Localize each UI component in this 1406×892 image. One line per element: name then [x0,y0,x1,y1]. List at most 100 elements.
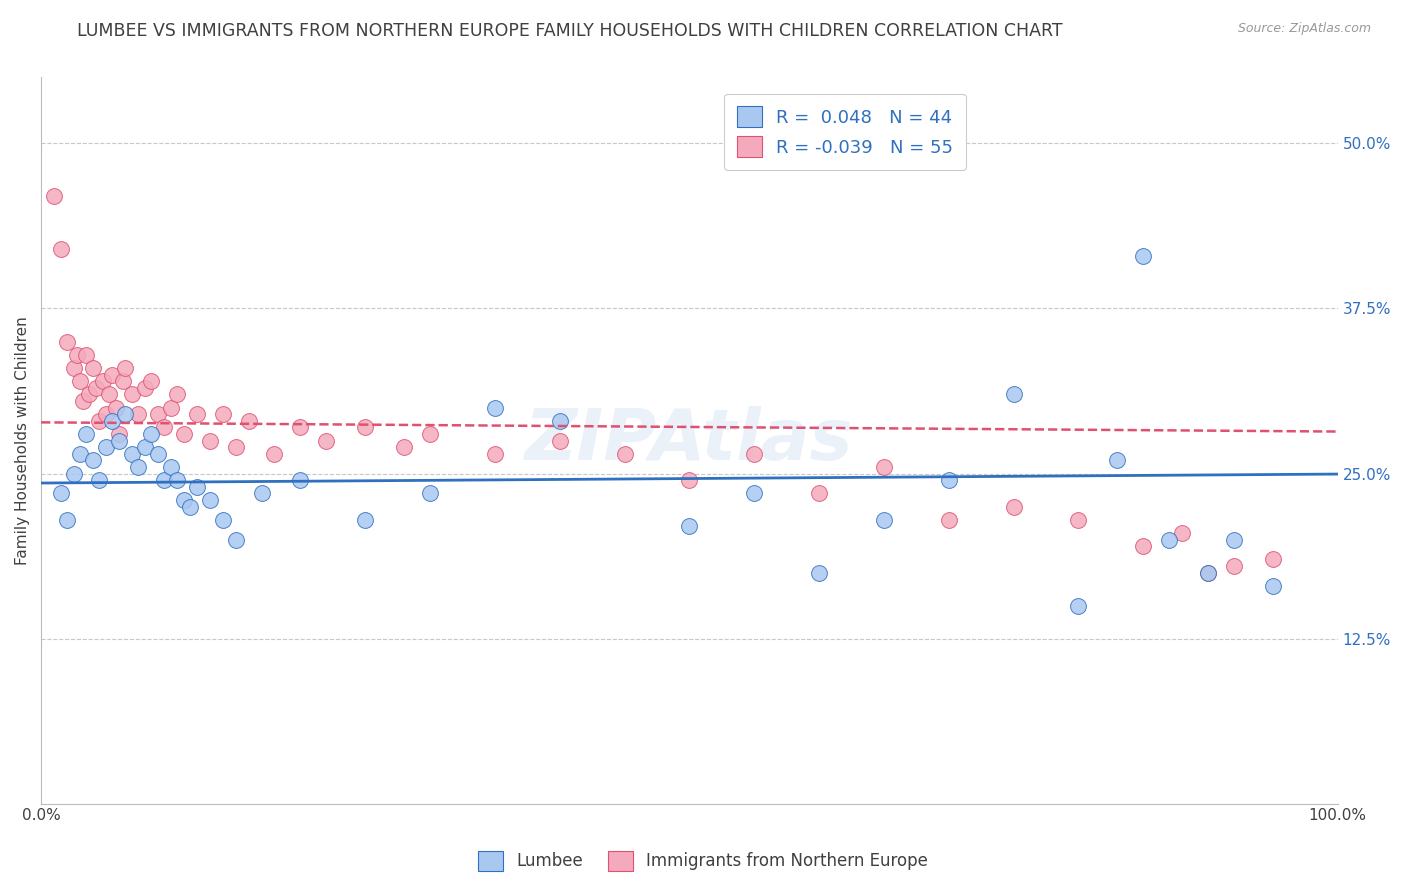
Point [1002,500,1025,514]
Point [62,467,84,481]
Point [678,473,700,487]
Point [134,440,156,454]
Point [548,414,571,428]
Point [56,334,79,349]
Point [166,387,188,401]
Point [1261,579,1284,593]
Point [250,486,273,500]
Point [315,434,337,448]
Point [808,486,831,500]
Legend: R =  0.048   N = 44, R = -0.039   N = 55: R = 0.048 N = 44, R = -0.039 N = 55 [724,94,966,169]
Point [66,348,89,362]
Point [678,519,700,533]
Point [742,486,765,500]
Point [419,486,441,500]
Point [938,513,960,527]
Point [101,368,124,382]
Point [114,360,136,375]
Point [1159,533,1181,547]
Point [179,500,201,514]
Point [211,407,233,421]
Point [1261,552,1284,566]
Point [77,387,100,401]
Point [94,407,117,421]
Point [225,533,247,547]
Point [146,407,169,421]
Point [1067,513,1090,527]
Point [808,566,831,580]
Point [121,447,143,461]
Point [141,374,163,388]
Point [1132,539,1154,553]
Point [42,189,65,203]
Point [82,360,104,375]
Point [76,426,98,441]
Point [873,513,896,527]
Point [392,440,415,454]
Point [56,513,79,527]
Point [1197,566,1219,580]
Point [1197,566,1219,580]
Point [354,420,377,434]
Point [263,447,285,461]
Text: LUMBEE VS IMMIGRANTS FROM NORTHERN EUROPE FAMILY HOUSEHOLDS WITH CHILDREN CORREL: LUMBEE VS IMMIGRANTS FROM NORTHERN EUROP… [77,22,1063,40]
Point [146,447,169,461]
Point [108,426,131,441]
Point [94,440,117,454]
Point [238,414,260,428]
Point [1171,525,1194,540]
Text: Source: ZipAtlas.com: Source: ZipAtlas.com [1237,22,1371,36]
Point [548,434,571,448]
Text: ZIPAtlas: ZIPAtlas [524,406,853,475]
Point [354,513,377,527]
Point [173,492,195,507]
Point [127,407,149,421]
Point [105,401,128,415]
Point [873,459,896,474]
Point [101,414,124,428]
Point [49,242,72,256]
Point [93,374,115,388]
Point [198,492,221,507]
Point [186,407,208,421]
Point [742,447,765,461]
Point [121,387,143,401]
Point [141,426,163,441]
Point [419,426,441,441]
Point [198,434,221,448]
Point [82,453,104,467]
Point [1067,599,1090,613]
Point [134,381,156,395]
Point [613,447,636,461]
Point [1107,453,1129,467]
Point [69,374,91,388]
Point [62,360,84,375]
Y-axis label: Family Households with Children: Family Households with Children [15,316,30,565]
Point [1132,249,1154,263]
Point [938,473,960,487]
Point [1223,558,1246,573]
Point [69,447,91,461]
Point [108,434,131,448]
Point [89,414,111,428]
Point [153,473,176,487]
Point [1002,387,1025,401]
Point [153,420,176,434]
Point [290,473,312,487]
Point [89,473,111,487]
Legend: Lumbee, Immigrants from Northern Europe: Lumbee, Immigrants from Northern Europe [470,842,936,880]
Point [173,426,195,441]
Point [225,440,247,454]
Point [114,407,136,421]
Point [127,459,149,474]
Point [159,401,181,415]
Point [1223,533,1246,547]
Point [97,387,120,401]
Point [49,486,72,500]
Point [290,420,312,434]
Point [84,381,107,395]
Point [76,348,98,362]
Point [166,473,188,487]
Point [159,459,181,474]
Point [211,513,233,527]
